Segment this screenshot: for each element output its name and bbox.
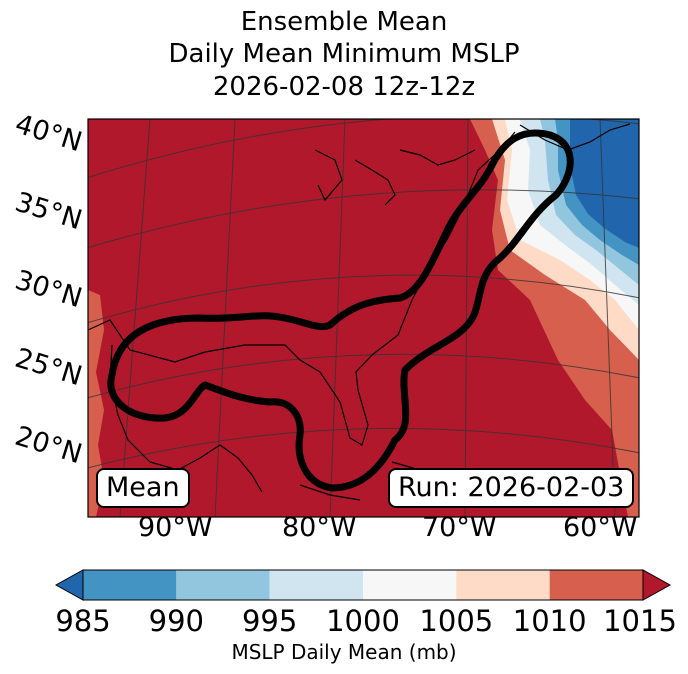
colorbar-tick-label: 995 — [241, 604, 298, 638]
colorbar-tick-label: 1015 — [603, 604, 677, 638]
chart-title-line-2: Daily Mean Minimum MSLP — [168, 39, 520, 69]
colorbar-segment — [269, 570, 363, 600]
colorbar-extend-low — [54, 569, 84, 601]
colorbar-tick-label: 1005 — [419, 604, 494, 638]
colorbar-frame — [82, 569, 644, 601]
colorbar-segment — [363, 570, 457, 600]
lon-tick-label: 60°W — [563, 512, 638, 543]
chart-title-line-3: 2026-02-08 12z-12z — [212, 72, 476, 102]
colorbar-extend-high — [642, 569, 672, 601]
threshold-contour — [107, 129, 574, 492]
colorbar-tick-label: 985 — [55, 604, 111, 638]
run-date-label: Run: 2026-02-03 — [388, 468, 635, 508]
pressure-field-west-band — [88, 290, 104, 517]
colorbar-title: MSLP Daily Mean (mb) — [231, 640, 457, 664]
colorbar-segment — [83, 570, 177, 600]
lon-tick-label: 70°W — [422, 512, 497, 543]
colorbar-segment — [176, 570, 270, 600]
chart-title-line-1: Ensemble Mean — [240, 7, 448, 37]
mean-label: Mean — [96, 468, 190, 508]
lon-tick-label: 90°W — [138, 512, 213, 543]
lon-tick-label: 80°W — [282, 512, 357, 543]
map-frame — [87, 118, 640, 518]
colorbar-segment — [456, 570, 550, 600]
colorbar — [54, 569, 672, 601]
pressure-field-low — [570, 119, 639, 248]
colorbar-tick-label: 1000 — [326, 604, 400, 638]
colorbar-segment — [549, 570, 643, 600]
colorbar-tick-label: 1010 — [512, 604, 587, 638]
colorbar-tick-label: 990 — [148, 604, 205, 638]
